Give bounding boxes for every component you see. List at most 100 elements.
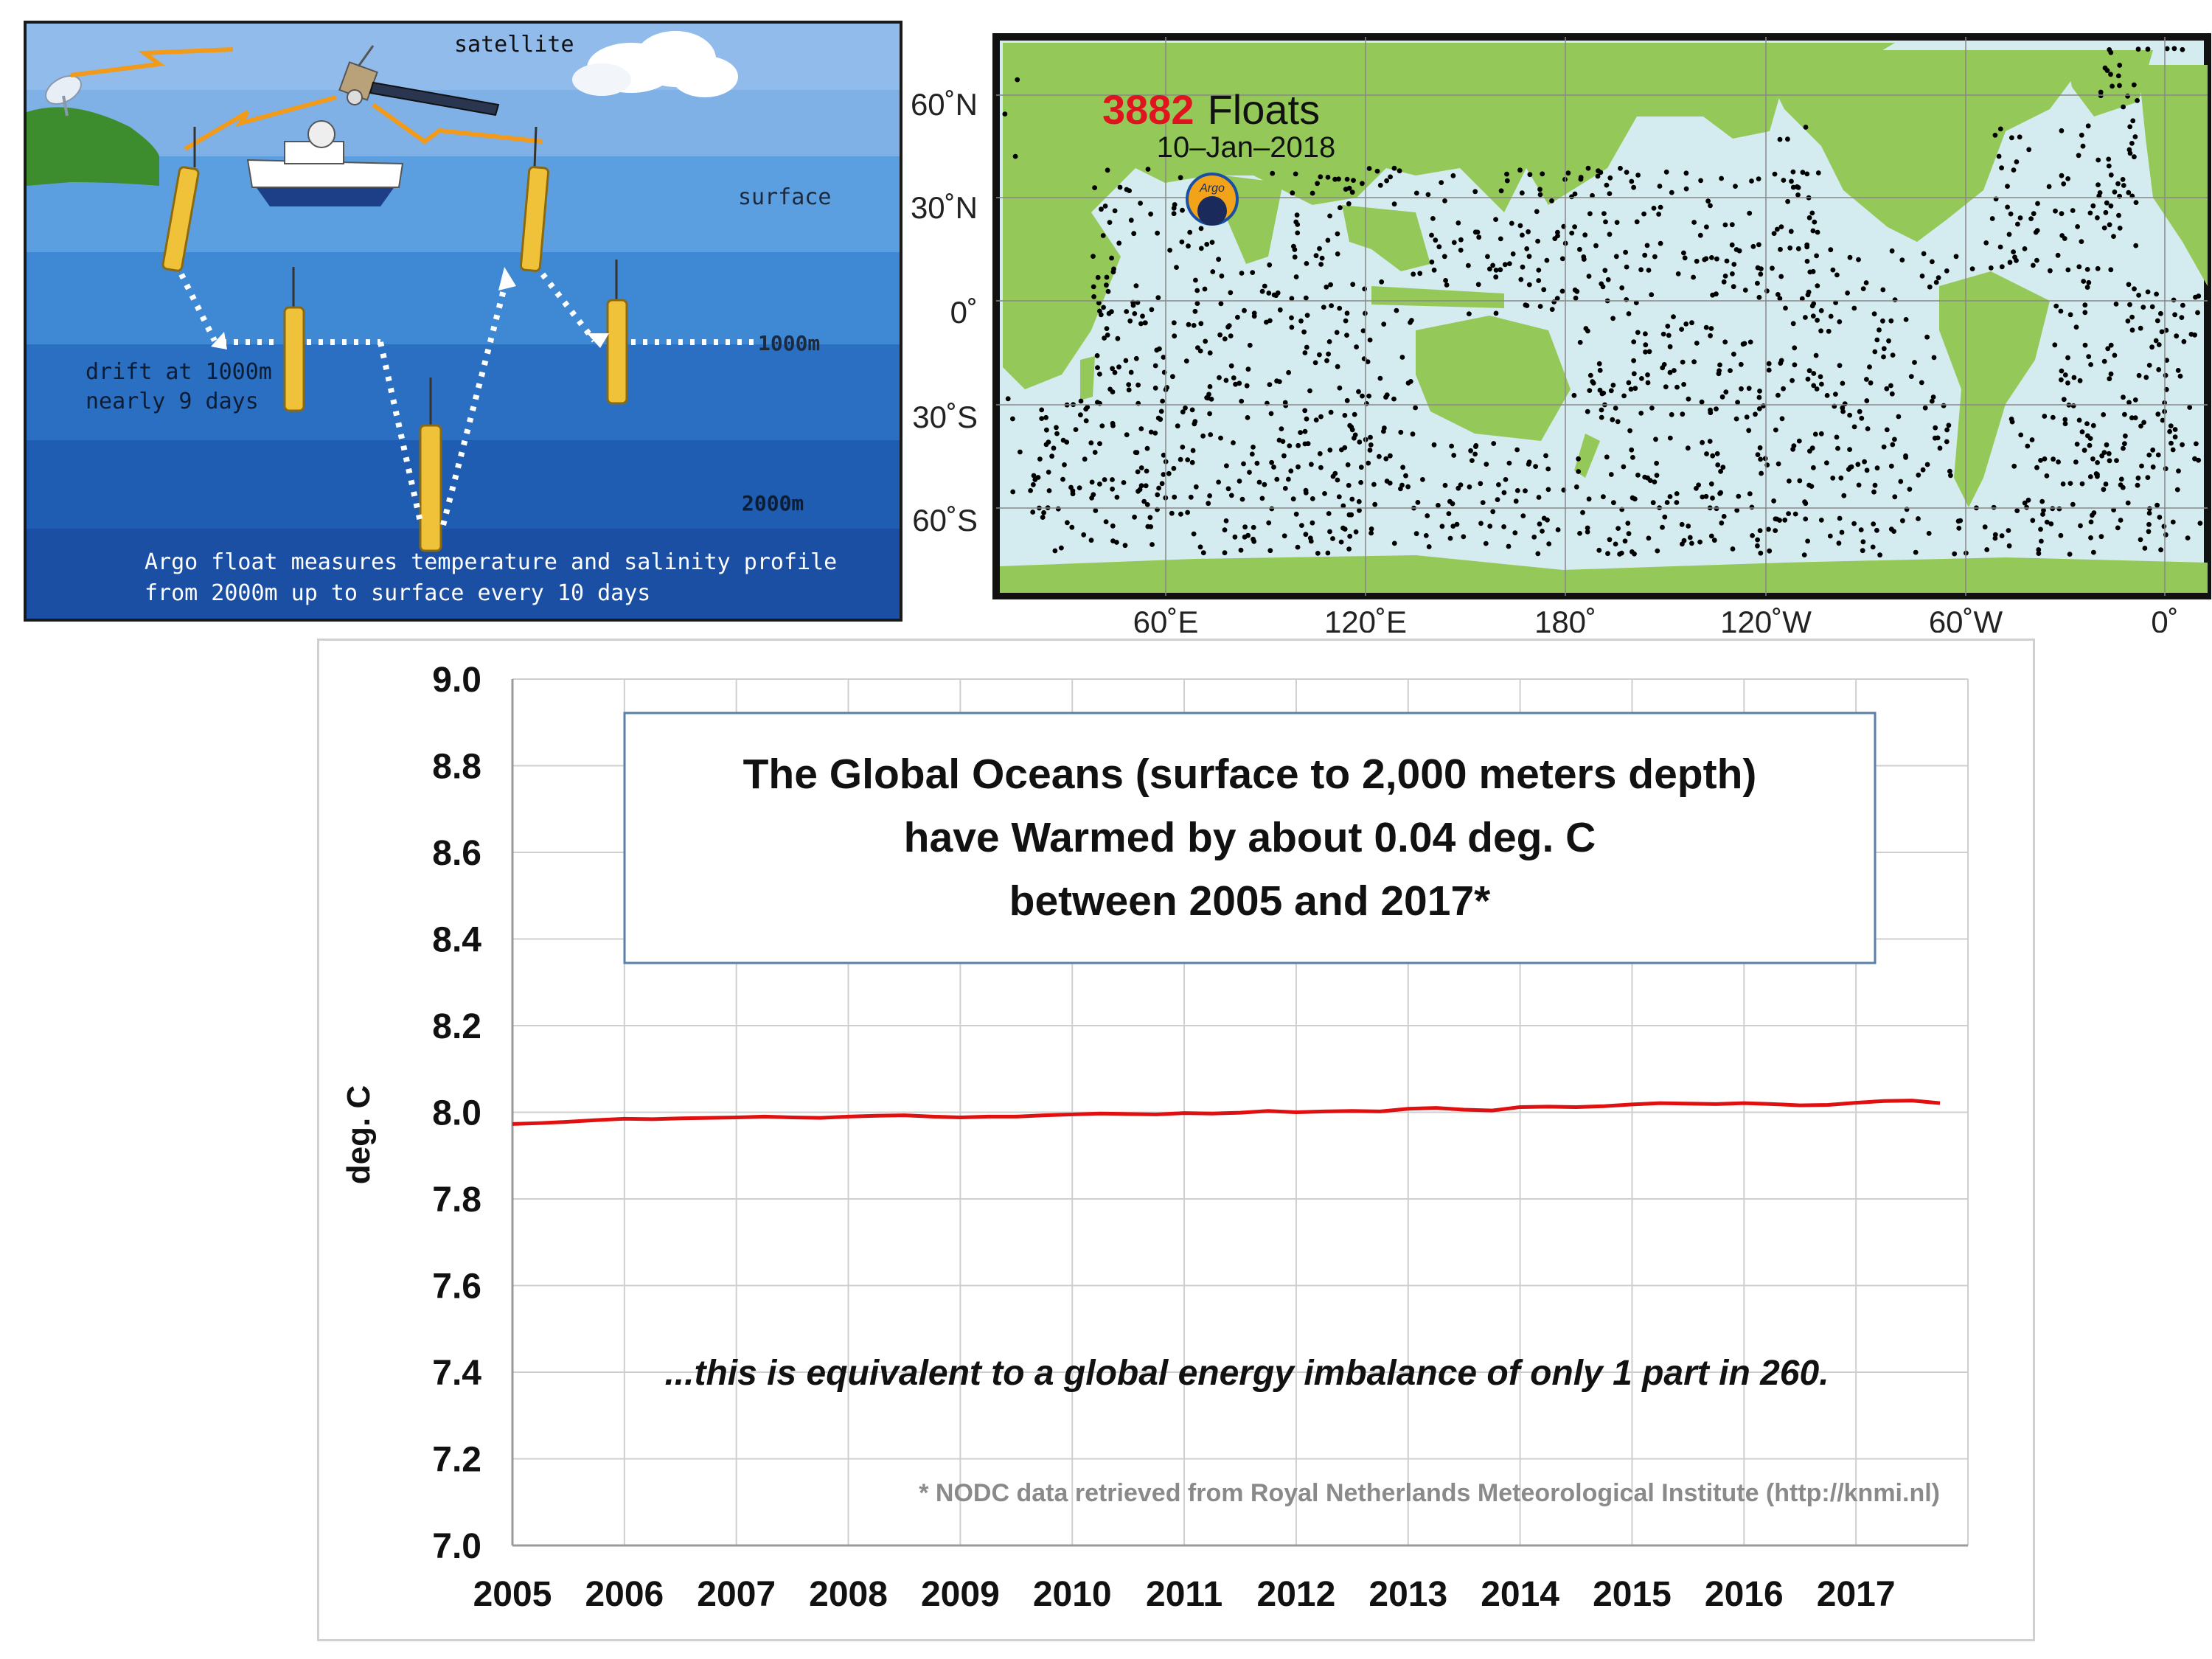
float-dot: [1358, 465, 1364, 470]
float-dot: [1771, 498, 1776, 504]
float-dot: [1908, 374, 1914, 379]
float-dot: [1039, 416, 1045, 421]
float-dot: [1208, 432, 1214, 437]
float-dot: [1055, 506, 1061, 512]
float-dot: [1138, 483, 1144, 489]
float-dot: [1368, 442, 1374, 448]
float-dot: [1357, 507, 1362, 513]
float-dot: [1237, 479, 1242, 484]
float-dot: [1109, 309, 1114, 315]
float-dot: [1864, 377, 1869, 382]
float-dot: [1105, 333, 1110, 338]
float-dot: [1381, 428, 1386, 434]
float-dot: [1242, 307, 1247, 313]
float-dot: [1937, 445, 1943, 451]
float-dot: [1730, 546, 1736, 552]
float-dot: [1755, 280, 1760, 286]
float-dot: [1623, 249, 1628, 255]
float-dot: [1867, 364, 1872, 370]
float-dot: [1442, 482, 1448, 488]
float-dot: [1803, 125, 1809, 130]
float-dot: [1217, 375, 1222, 380]
float-dot: [1228, 493, 1234, 498]
float-dot: [2101, 225, 2107, 231]
float-dot: [1788, 229, 1794, 234]
float-dot: [2107, 458, 2112, 464]
float-dot: [1771, 231, 1777, 236]
float-dot: [2126, 282, 2132, 288]
float-dot: [1052, 548, 1058, 554]
float-dot: [2107, 376, 2112, 382]
float-dot: [1874, 337, 1880, 343]
float-dot: [1144, 502, 1150, 507]
x-tick-label: 2013: [1368, 1575, 1447, 1614]
float-dot: [1504, 171, 1509, 177]
float-count-label: Floats: [1208, 86, 1321, 133]
float-dot: [1746, 428, 1752, 434]
float-dot: [1665, 324, 1671, 329]
float-dot: [1781, 386, 1786, 392]
float-dot: [1317, 451, 1323, 456]
float-dot: [2009, 419, 2015, 425]
float-dot: [1377, 453, 1382, 459]
float-dot: [1631, 358, 1636, 364]
float-dot: [1624, 170, 1630, 175]
float-dot: [1958, 518, 1964, 524]
signal-link-2: [184, 95, 337, 151]
float-dot: [1749, 178, 1754, 184]
float-icon: [283, 267, 305, 412]
float-dot: [2095, 460, 2100, 465]
float-dot: [2015, 221, 2020, 227]
float-dot: [1805, 538, 1810, 544]
float-dot: [1577, 246, 1582, 252]
float-dot: [2164, 46, 2170, 52]
float-dot: [1324, 358, 1329, 364]
float-dot: [2038, 526, 2043, 532]
float-dot: [1619, 285, 1625, 291]
float-dot: [1493, 268, 1499, 273]
float-dot: [2125, 319, 2131, 324]
float-dot: [1277, 307, 1283, 313]
float-dot: [1148, 211, 1153, 217]
float-dot: [2108, 267, 2114, 273]
float-dot: [1757, 528, 1763, 533]
float-dot: [1039, 407, 1045, 413]
float-dot: [1814, 253, 1819, 259]
float-dot: [1037, 456, 1043, 462]
float-dot: [1124, 432, 1130, 437]
float-dot: [1200, 433, 1206, 439]
float-dot: [1174, 265, 1179, 270]
float-dot: [1889, 391, 1895, 397]
float-dot: [1860, 539, 1866, 545]
float-dot: [1222, 527, 1228, 533]
float-dot: [1597, 367, 1603, 373]
float-dot: [2103, 209, 2109, 215]
float-dot: [1152, 431, 1158, 436]
float-dot: [1010, 416, 1015, 422]
float-dot: [2052, 342, 2058, 348]
float-dot: [2108, 203, 2114, 209]
float-dot: [1537, 192, 1543, 198]
float-dot: [1288, 468, 1294, 474]
float-dot: [1338, 205, 1343, 211]
float-dot: [1679, 327, 1684, 332]
float-dot: [1720, 465, 1726, 470]
float-dot: [1104, 282, 1109, 288]
float-dot: [1544, 257, 1550, 263]
chart-title-line2: have Warmed by about 0.04 deg. C: [904, 814, 1596, 861]
argo-logo-icon: Argo: [1186, 173, 1239, 226]
float-dot: [1413, 405, 1418, 411]
float-dot: [1203, 338, 1208, 344]
float-dot: [2112, 189, 2118, 195]
float-dot: [1583, 326, 1589, 331]
float-dot: [2145, 289, 2151, 295]
float-dot: [1929, 398, 1935, 404]
float-dot: [1658, 240, 1663, 246]
float-dot: [2126, 147, 2132, 153]
float-dot: [1926, 531, 1932, 536]
float-dot: [1662, 514, 1668, 520]
float-dot: [1839, 529, 1845, 535]
float-dot: [1710, 453, 1716, 459]
float-dot: [1700, 494, 1705, 500]
float-dot: [1722, 222, 1728, 228]
